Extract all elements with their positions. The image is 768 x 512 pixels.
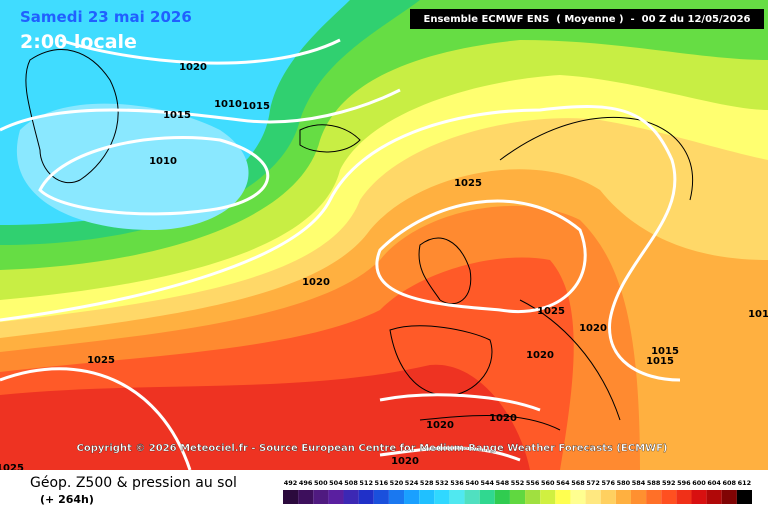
colorbar-label: 604 (707, 479, 721, 487)
colorbar-swatch (283, 490, 299, 504)
isobar-label: 1020 (579, 323, 607, 334)
isobar-label: 1025 (87, 355, 115, 366)
colorbar-label: 500 (314, 479, 328, 487)
colorbar-swatch (449, 490, 465, 504)
colorbar-label: 568 (571, 479, 585, 487)
colorbar-swatch (570, 490, 586, 504)
colorbar-swatch (721, 490, 737, 504)
colorbar-swatch (328, 490, 344, 504)
colorbar-label: 516 (375, 479, 389, 487)
colorbar-swatch (479, 490, 495, 504)
isobar-label: 1025 (537, 306, 565, 317)
colorbar-swatch (343, 490, 359, 504)
isobar-label: 1020 (302, 277, 330, 288)
isobar-label: 1025 (454, 178, 482, 189)
colorbar-label: 508 (344, 479, 358, 487)
isobar-label: 1020 (179, 62, 207, 73)
colorbar-swatch (525, 490, 541, 504)
colorbar-swatch (691, 490, 707, 504)
colorbar-swatch (388, 490, 405, 504)
isobars (0, 38, 681, 471)
colorbar-swatch (600, 490, 616, 504)
colorbar-swatch (313, 490, 329, 504)
model: Ensemble ECMWF ENS ( Moyenne ) - 00 Z du… (424, 14, 751, 25)
colorbar-label: 512 (359, 479, 373, 487)
colorbar-label: 580 (617, 479, 631, 487)
colorbar-label: 608 (723, 479, 737, 487)
footer-title: Géop. Z500 & pression au sol (30, 475, 237, 491)
coastlines (25, 49, 694, 431)
footer-subtitle: (+ 264h) (40, 493, 94, 506)
isobar-label: 1025 (0, 463, 24, 474)
isobar-label: 1015 (748, 309, 768, 320)
z500-field (0, 0, 768, 470)
isobar-label: 1020 (391, 456, 419, 467)
colorbar-label: 556 (526, 479, 540, 487)
colorbar-label: 548 (496, 479, 510, 487)
colorbar-label: 584 (632, 479, 646, 487)
colorbar-label: 492 (284, 479, 298, 487)
colorbar-swatch (615, 490, 631, 504)
colorbar-swatch (419, 490, 435, 504)
isobar-label: 1015 (163, 110, 191, 121)
colorbar-label: 520 (390, 479, 404, 487)
colorbar-swatch (509, 490, 526, 504)
colorbar-label: 536 (450, 479, 464, 487)
colorbar: 492 496 500 504 508 512 516 520 524 528 532 536 540 5… (283, 479, 752, 504)
colorbar-swatch (585, 490, 601, 504)
isobar-label: 1015 (651, 346, 679, 357)
colorbar-label: 532 (435, 479, 449, 487)
colorbar-label: 564 (556, 479, 570, 487)
colorbar-label: 496 (299, 479, 313, 487)
colorbar-label: 576 (601, 479, 615, 487)
colorbar-label: 572 (586, 479, 600, 487)
colorbar-swatch (494, 490, 510, 504)
date: Samedi 23 mai 2026 (20, 8, 192, 26)
colorbar-label: 552 (511, 479, 525, 487)
colorbar-label: 560 (541, 479, 555, 487)
isobar-label: 1015 (646, 356, 674, 367)
colorbar-label: 544 (480, 479, 494, 487)
colorbar-swatch (404, 490, 420, 504)
colorbar-swatch (630, 490, 647, 504)
isobar-label: 1010 (214, 99, 242, 110)
colorbar-swatch (555, 490, 571, 504)
colorbar-swatch (646, 490, 662, 504)
colorbar-swatch (540, 490, 556, 504)
isobar-label: 1020 (489, 413, 517, 424)
colorbar-label: 612 (738, 479, 752, 487)
colorbar-label: 596 (677, 479, 691, 487)
colorbar-label: 600 (692, 479, 706, 487)
colorbar-swatch (736, 490, 752, 504)
isobar-label: 1020 (426, 420, 454, 431)
colorbar-label: 592 (662, 479, 676, 487)
copyright: Copyright © 2026 Meteociel.fr - Source E… (77, 443, 668, 454)
colorbar-label: 504 (329, 479, 343, 487)
colorbar-label: 524 (405, 479, 419, 487)
isobar-label: 1020 (526, 350, 554, 361)
colorbar-swatch (464, 490, 480, 504)
colorbar-label: 528 (420, 479, 434, 487)
local-time: 2:00 locale (20, 31, 137, 53)
colorbar-swatch (676, 490, 692, 504)
colorbar-swatch (373, 490, 389, 504)
colorbar-label: 588 (647, 479, 661, 487)
colorbar-swatch (434, 490, 450, 504)
model-box (410, 9, 764, 29)
colorbar-label: 540 (465, 479, 479, 487)
colorbar-swatch (661, 490, 677, 504)
colorbar-swatch (706, 490, 722, 504)
isobar-label: 1015 (242, 101, 270, 112)
isobar-label: 1010 (149, 156, 177, 167)
colorbar-swatch (358, 490, 374, 504)
colorbar-swatch (298, 490, 314, 504)
